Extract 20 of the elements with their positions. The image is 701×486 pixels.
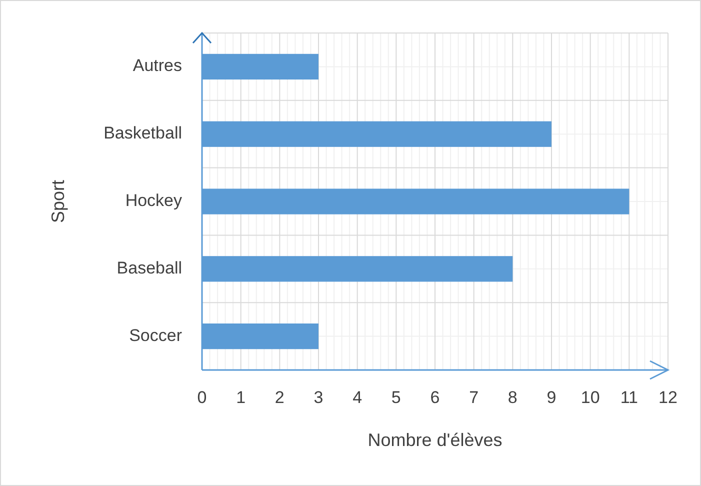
- y-tick-label: Soccer: [129, 326, 182, 345]
- x-tick-label: 7: [469, 388, 479, 407]
- x-tick-label: 3: [314, 388, 324, 407]
- x-tick-label: 12: [658, 388, 678, 407]
- x-tick-label: 5: [391, 388, 401, 407]
- y-tick-label: Hockey: [125, 190, 182, 210]
- y-tick-label: Baseball: [116, 258, 182, 278]
- x-tick-label: 4: [352, 388, 362, 407]
- x-tick-label: 11: [620, 388, 638, 407]
- x-tick-label: 2: [274, 388, 284, 407]
- x-tick-label: 9: [546, 388, 556, 407]
- y-tick-label: Basketball: [104, 124, 182, 143]
- x-tick-label: 8: [508, 388, 518, 407]
- y-axis-title: Sport: [48, 180, 68, 224]
- x-tick-label: 0: [197, 388, 207, 407]
- x-axis-title: Nombre d'élèves: [368, 430, 502, 450]
- x-tick-label: 10: [580, 388, 600, 407]
- x-tick-label: 1: [236, 388, 246, 407]
- y-tick-label: Autres: [132, 56, 182, 76]
- x-tick-label: 6: [430, 388, 440, 407]
